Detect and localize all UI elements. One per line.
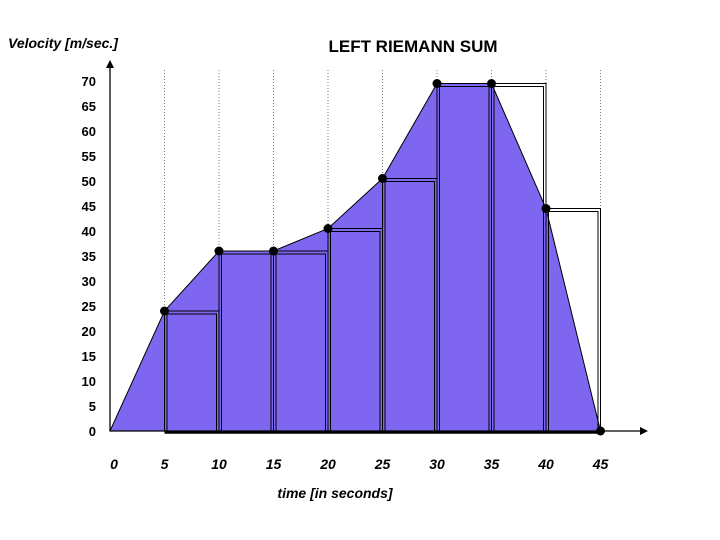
x-tick-label-10: 10 [211, 456, 227, 472]
y-tick-label-30: 30 [82, 274, 96, 289]
y-tick-label-65: 65 [82, 99, 96, 114]
data-point-20 [323, 224, 333, 233]
x-tick-label-20: 20 [319, 456, 336, 472]
y-tick-label-40: 40 [82, 224, 96, 239]
x-tick-label-25: 25 [374, 456, 391, 472]
data-point-45 [596, 426, 605, 436]
y-tick-label-15: 15 [82, 349, 96, 364]
y-tick-label-35: 35 [82, 249, 96, 264]
y-axis-arrow [106, 60, 114, 68]
data-point-10 [214, 246, 224, 256]
x-tick-label-0: 0 [110, 456, 118, 472]
y-tick-label-55: 55 [82, 149, 96, 164]
y-tick-label-0: 0 [89, 424, 96, 439]
y-tick-label-20: 20 [82, 324, 96, 339]
velocity-area [109, 83, 602, 432]
y-tick-label-50: 50 [82, 174, 96, 189]
x-axis-label: time [in seconds] [277, 485, 393, 501]
x-tick-label-30: 30 [429, 456, 445, 472]
data-points [160, 79, 605, 436]
chart-title: LEFT RIEMANN SUM [328, 37, 497, 56]
data-point-5 [160, 306, 169, 316]
data-point-25 [378, 174, 387, 183]
y-tick-label-60: 60 [82, 124, 96, 139]
x-tick-label-35: 35 [484, 456, 500, 472]
x-tick-label-45: 45 [592, 456, 609, 472]
data-point-40 [541, 204, 551, 213]
axes [106, 60, 648, 435]
y-tick-label-25: 25 [82, 299, 96, 314]
data-point-30 [432, 79, 442, 88]
y-tick-label-45: 45 [82, 199, 96, 214]
y-tick-label-5: 5 [89, 399, 96, 414]
x-tick-label-15: 15 [266, 456, 282, 472]
x-tick-label-40: 40 [537, 456, 554, 472]
y-axis-label: Velocity [m/sec.] [8, 35, 119, 51]
x-tick-label-5: 5 [161, 456, 169, 472]
data-point-15 [269, 246, 278, 256]
x-axis-arrow [640, 427, 648, 435]
data-point-35 [487, 79, 496, 88]
y-tick-label-10: 10 [82, 374, 96, 389]
y-tick-label-70: 70 [82, 74, 96, 89]
velocity-area-fill [109, 83, 602, 432]
